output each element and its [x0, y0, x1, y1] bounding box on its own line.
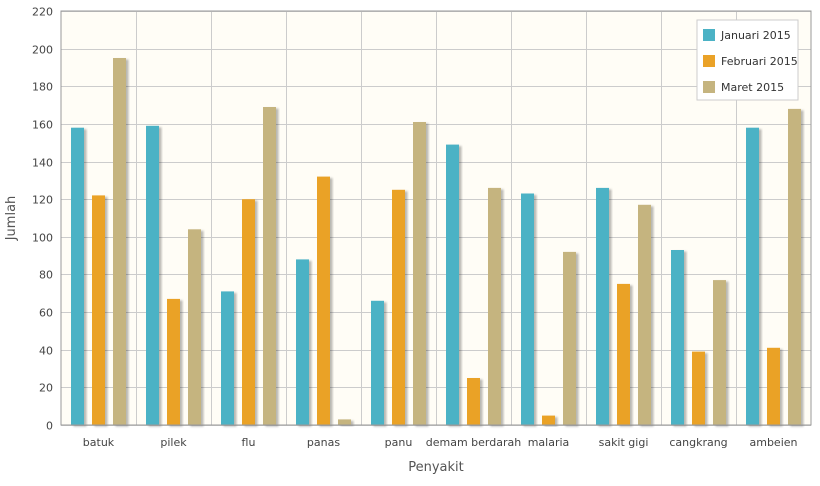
- legend-label: Januari 2015: [720, 29, 791, 42]
- bar: [392, 189, 405, 425]
- bar: [617, 283, 630, 425]
- x-tick-label: demam berdarah: [426, 436, 521, 449]
- legend-swatch: [703, 55, 715, 67]
- y-tick-label: 20: [39, 382, 53, 395]
- y-tick-label: 60: [39, 307, 53, 320]
- bar: [596, 187, 609, 425]
- y-tick-label: 200: [32, 44, 53, 57]
- bar: [713, 280, 726, 425]
- bar: [317, 176, 330, 425]
- bar: [746, 127, 759, 425]
- bar: [542, 415, 555, 425]
- x-tick-label: batuk: [83, 436, 115, 449]
- bar: [113, 58, 126, 425]
- bar: [71, 127, 84, 425]
- bar: [371, 300, 384, 425]
- plot-frame: [60, 10, 812, 426]
- bar: [242, 199, 255, 425]
- bar: [692, 351, 705, 425]
- bar: [521, 193, 534, 425]
- x-tick-label: panu: [385, 436, 413, 449]
- y-tick-label: 0: [46, 420, 53, 433]
- y-tick-label: 180: [32, 81, 53, 94]
- y-tick-label: 160: [32, 119, 53, 132]
- bar: [767, 347, 780, 425]
- legend: Januari 2015 Februari 2015 Maret 2015: [696, 19, 799, 101]
- bar: [488, 187, 501, 425]
- y-tick-label: 100: [32, 232, 53, 245]
- bars: [71, 58, 801, 426]
- y-tick-label: 80: [39, 269, 53, 282]
- x-axis-title: Penyakit: [408, 460, 464, 475]
- ticks: 0 20 40 60 80 100 120 140 160 180 200 220 batuk pilek…: [32, 6, 798, 450]
- bar: [146, 125, 159, 426]
- bar: [413, 122, 426, 425]
- y-tick-label: 120: [32, 194, 53, 207]
- bar: [446, 144, 459, 425]
- x-tick-label: cangkrang: [669, 436, 727, 449]
- bar: [92, 195, 105, 425]
- bar: [671, 250, 684, 425]
- legend-label: Maret 2015: [721, 81, 784, 94]
- x-tick-label: pilek: [160, 436, 187, 449]
- bar: [563, 251, 576, 425]
- legend-swatch: [703, 81, 715, 93]
- x-tick-label: malaria: [528, 436, 570, 449]
- grid: [61, 11, 811, 426]
- x-tick-label: sakit gigi: [599, 436, 649, 449]
- x-tick-label: flu: [242, 436, 256, 449]
- bar: [638, 204, 651, 425]
- x-tick-label: ambeien: [749, 436, 797, 449]
- bar: [296, 259, 309, 425]
- bar: [221, 291, 234, 425]
- legend-label: Februari 2015: [721, 55, 798, 68]
- bar: [263, 107, 276, 425]
- y-tick-label: 220: [32, 6, 53, 19]
- bar: [338, 419, 351, 425]
- y-tick-label: 140: [32, 157, 53, 170]
- bar: [167, 298, 180, 425]
- y-axis-title: Jumlah: [4, 196, 19, 242]
- legend-swatch: [703, 29, 715, 41]
- x-tick-label: panas: [307, 436, 340, 449]
- bar: [788, 108, 801, 426]
- y-tick-label: 40: [39, 345, 53, 358]
- bar: [467, 378, 480, 425]
- bar: [188, 229, 201, 425]
